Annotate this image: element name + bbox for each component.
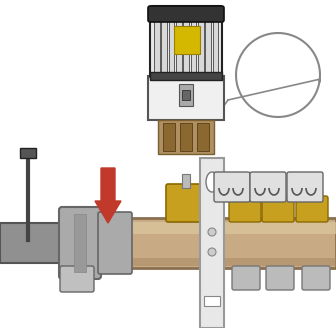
Bar	[60, 258, 336, 266]
Bar	[60, 222, 336, 234]
Bar	[176, 12, 181, 74]
Bar	[0, 223, 105, 263]
Bar	[200, 158, 224, 328]
FancyBboxPatch shape	[229, 196, 261, 222]
Bar	[204, 296, 220, 306]
FancyBboxPatch shape	[166, 184, 206, 222]
FancyBboxPatch shape	[60, 266, 94, 292]
Bar	[205, 12, 211, 74]
FancyBboxPatch shape	[287, 172, 323, 202]
FancyBboxPatch shape	[266, 266, 294, 290]
Bar	[163, 123, 175, 151]
FancyBboxPatch shape	[296, 196, 328, 222]
Bar	[197, 123, 209, 151]
Bar	[161, 12, 167, 74]
FancyBboxPatch shape	[214, 172, 250, 202]
FancyBboxPatch shape	[98, 212, 132, 274]
Bar	[174, 26, 200, 54]
FancyBboxPatch shape	[250, 172, 286, 202]
FancyBboxPatch shape	[200, 266, 224, 298]
Bar	[169, 12, 174, 74]
Bar	[183, 12, 189, 74]
FancyArrow shape	[95, 168, 121, 223]
Bar	[213, 12, 218, 74]
Circle shape	[208, 248, 216, 256]
Bar	[191, 12, 196, 74]
Circle shape	[204, 310, 220, 326]
Bar	[154, 12, 160, 74]
FancyBboxPatch shape	[59, 207, 101, 279]
Bar	[179, 84, 193, 106]
FancyBboxPatch shape	[148, 6, 224, 22]
Bar	[182, 90, 190, 100]
Bar	[180, 123, 192, 151]
FancyBboxPatch shape	[150, 6, 222, 78]
Bar	[158, 120, 214, 154]
Circle shape	[208, 228, 216, 236]
Bar	[148, 76, 224, 120]
Bar	[20, 148, 36, 158]
Bar	[74, 214, 86, 272]
Bar	[60, 218, 336, 268]
Ellipse shape	[206, 172, 218, 192]
Bar	[182, 174, 190, 188]
FancyBboxPatch shape	[302, 266, 330, 290]
Bar	[150, 72, 222, 80]
FancyBboxPatch shape	[262, 196, 294, 222]
FancyBboxPatch shape	[232, 266, 260, 290]
Bar	[198, 12, 204, 74]
